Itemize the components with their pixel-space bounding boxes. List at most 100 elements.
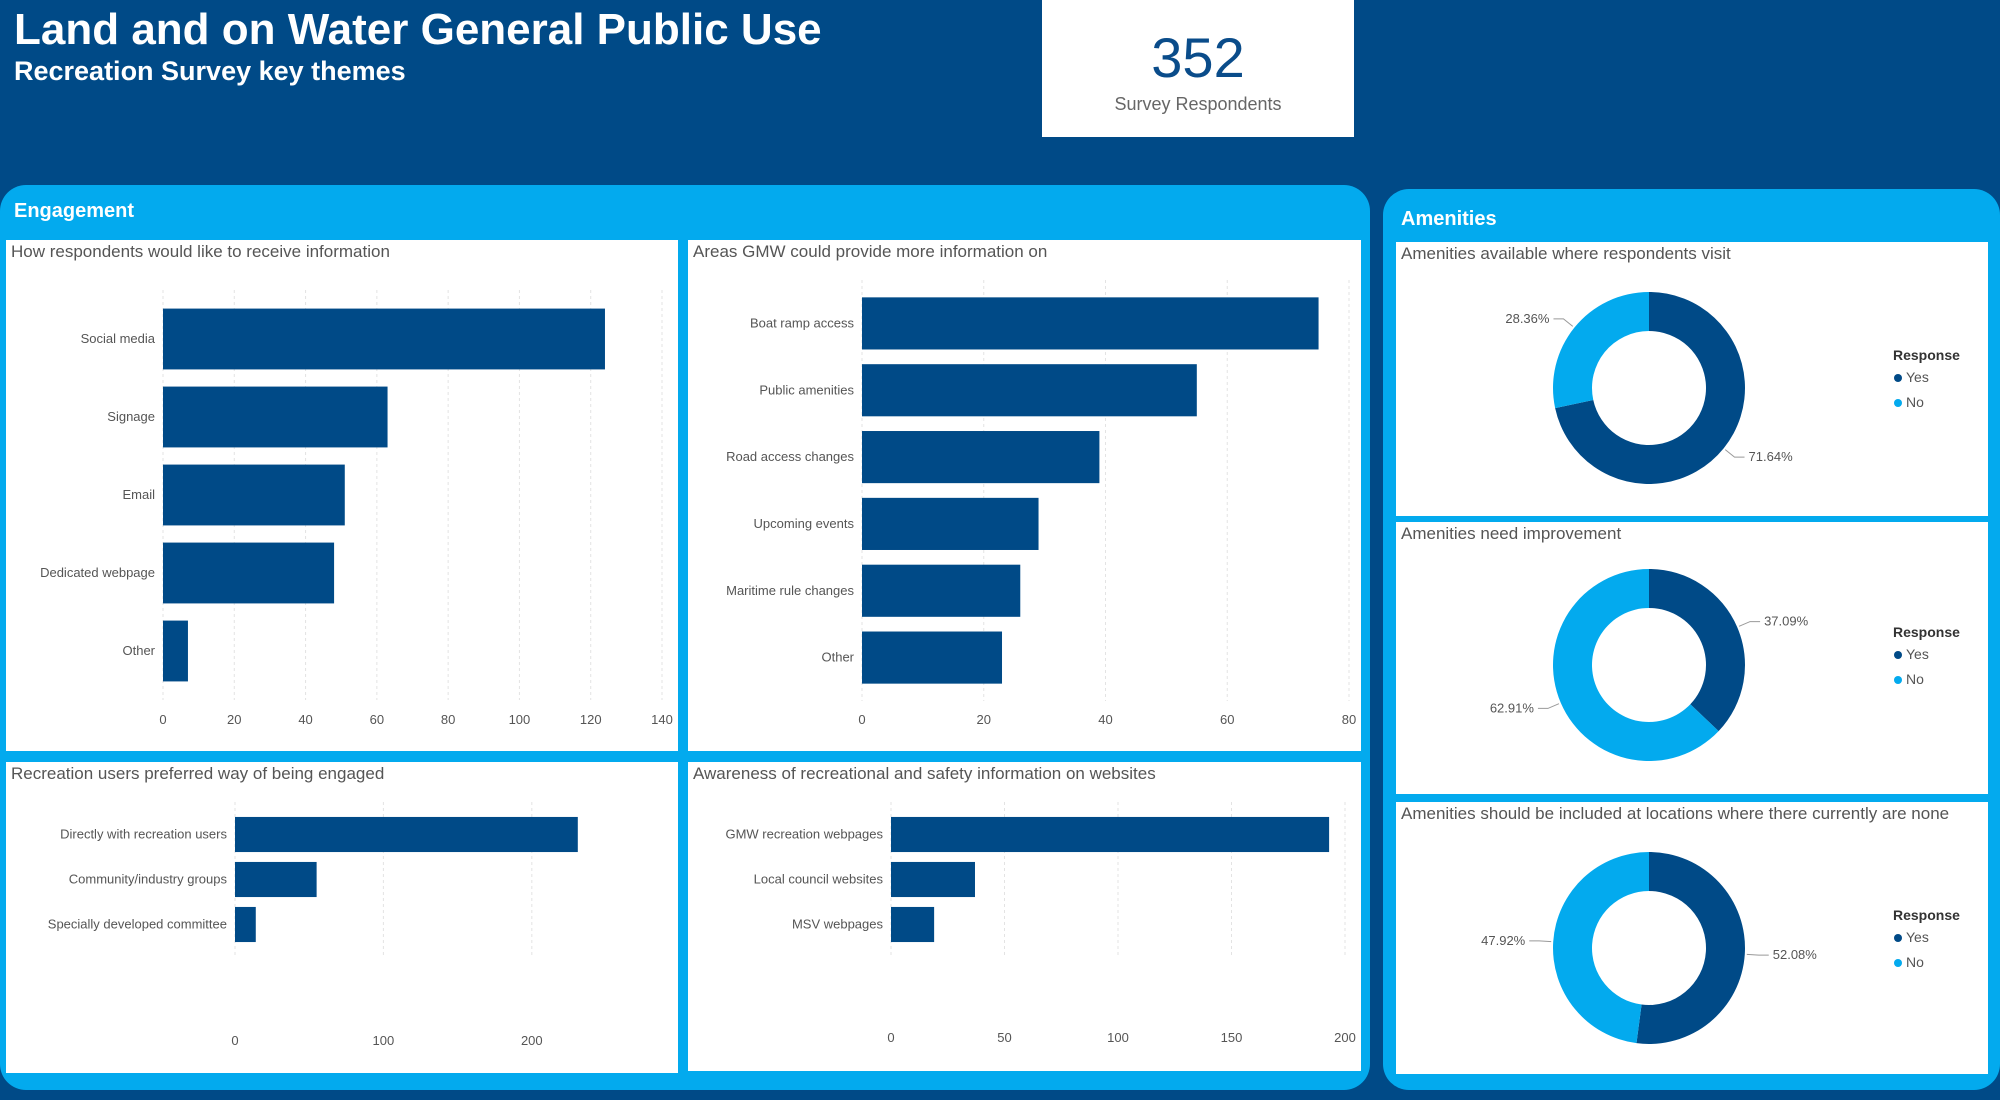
legend-label: No bbox=[1906, 671, 1924, 687]
x-tick-label: 80 bbox=[1342, 712, 1356, 727]
category-label: Other bbox=[821, 650, 854, 665]
donut-slice-no bbox=[1553, 569, 1719, 761]
x-tick-label: 150 bbox=[1221, 1030, 1243, 1045]
bar bbox=[235, 906, 256, 943]
legend-marker bbox=[1894, 934, 1902, 942]
bar bbox=[862, 497, 1039, 550]
x-tick-label: 0 bbox=[231, 1033, 238, 1048]
chart-panel-receive: How respondents would like to receive in… bbox=[6, 240, 678, 751]
bar bbox=[862, 297, 1319, 350]
category-label: Directly with recreation users bbox=[60, 827, 227, 842]
category-label: Email bbox=[122, 487, 155, 502]
data-label: 71.64% bbox=[1749, 449, 1794, 464]
x-tick-label: 200 bbox=[1334, 1030, 1356, 1045]
x-tick-label: 120 bbox=[580, 712, 602, 727]
data-label: 52.08% bbox=[1773, 947, 1818, 962]
chart-panel-areas: Areas GMW could provide more information… bbox=[688, 240, 1361, 751]
chart-title-include: Amenities should be included at location… bbox=[1401, 804, 1950, 823]
x-tick-label: 100 bbox=[509, 712, 531, 727]
legend-marker bbox=[1894, 651, 1902, 659]
data-label-leader bbox=[1553, 318, 1574, 327]
bar bbox=[862, 364, 1197, 417]
legend-marker bbox=[1894, 374, 1902, 382]
page-title: Land and on Water General Public Use bbox=[14, 5, 822, 54]
legend-title: Response bbox=[1893, 907, 1960, 923]
data-label: 62.91% bbox=[1490, 700, 1535, 715]
bar bbox=[163, 620, 188, 682]
legend-marker bbox=[1894, 676, 1902, 684]
bar bbox=[862, 631, 1003, 684]
category-label: MSV webpages bbox=[792, 917, 884, 932]
x-tick-label: 100 bbox=[373, 1033, 395, 1048]
chart-title-avail: Amenities available where respondents vi… bbox=[1401, 244, 1731, 263]
legend-title: Response bbox=[1893, 347, 1960, 363]
category-label: Local council websites bbox=[754, 872, 884, 887]
donut-slice-yes bbox=[1555, 292, 1745, 484]
category-label: Community/industry groups bbox=[69, 872, 228, 887]
data-label-leader bbox=[1738, 621, 1761, 627]
x-tick-label: 40 bbox=[298, 712, 312, 727]
kpi-value: 352 bbox=[1151, 26, 1245, 89]
x-tick-label: 40 bbox=[1098, 712, 1112, 727]
category-label: GMW recreation webpages bbox=[725, 827, 883, 842]
category-label: Signage bbox=[107, 409, 155, 424]
chart-title-awareness: Awareness of recreational and safety inf… bbox=[693, 764, 1156, 783]
x-tick-label: 20 bbox=[977, 712, 991, 727]
x-tick-label: 0 bbox=[887, 1030, 894, 1045]
chart-title-improve: Amenities need improvement bbox=[1401, 524, 1622, 543]
data-label: 47.92% bbox=[1481, 933, 1526, 948]
donut-slice-yes bbox=[1636, 852, 1745, 1044]
chart-panel-include: Amenities should be included at location… bbox=[1396, 802, 1988, 1074]
data-label: 28.36% bbox=[1505, 311, 1550, 326]
legend-marker bbox=[1894, 399, 1902, 407]
category-label: Public amenities bbox=[759, 382, 854, 397]
legend-label: No bbox=[1906, 954, 1924, 970]
category-label: Upcoming events bbox=[754, 516, 855, 531]
bar-chart-awareness: 0 50 100 150 200 GMW recreation webpages Local… bbox=[725, 802, 1356, 1045]
x-tick-label: 60 bbox=[370, 712, 384, 727]
x-tick-label: 140 bbox=[651, 712, 673, 727]
chart-title-engaged: Recreation users preferred way of being … bbox=[11, 764, 385, 783]
donut-slice-no bbox=[1552, 852, 1649, 1044]
x-tick-label: 80 bbox=[441, 712, 455, 727]
category-label: Maritime rule changes bbox=[726, 583, 854, 598]
data-label-leader bbox=[1746, 953, 1769, 956]
data-label-leader bbox=[1724, 449, 1745, 458]
data-label: 37.09% bbox=[1764, 614, 1809, 629]
chart-title-receive: How respondents would like to receive in… bbox=[11, 242, 390, 261]
donut-slice-no bbox=[1553, 292, 1649, 409]
legend-label: No bbox=[1906, 394, 1924, 410]
bar bbox=[235, 861, 317, 898]
legend-label: Yes bbox=[1906, 369, 1929, 385]
category-label: Social media bbox=[81, 331, 156, 346]
chart-panel-avail: Amenities available where respondents vi… bbox=[1396, 242, 1988, 516]
legend-label: Yes bbox=[1906, 646, 1929, 662]
x-tick-label: 200 bbox=[521, 1033, 543, 1048]
data-label-leader bbox=[1529, 940, 1552, 943]
legend-title: Response bbox=[1893, 624, 1960, 640]
bar-chart-engaged: 0 100 200 Directly with recreation users Com… bbox=[48, 802, 578, 1048]
chart-title-areas: Areas GMW could provide more information… bbox=[693, 242, 1048, 261]
bar bbox=[862, 431, 1100, 484]
bar bbox=[862, 564, 1021, 617]
category-label: Boat ramp access bbox=[750, 315, 855, 330]
donut-chart-avail: 71.64% 28.36% Response Yes No bbox=[1505, 292, 1960, 484]
bar-chart-receive: 0 20 40 60 80 100 120 140 Social media Signage Ema… bbox=[40, 290, 673, 727]
x-tick-label: 60 bbox=[1220, 712, 1234, 727]
x-tick-label: 20 bbox=[227, 712, 241, 727]
legend-label: Yes bbox=[1906, 929, 1929, 945]
engagement-group-title: Engagement bbox=[14, 200, 135, 222]
x-tick-label: 100 bbox=[1107, 1030, 1129, 1045]
category-label: Dedicated webpage bbox=[40, 565, 155, 580]
x-tick-label: 50 bbox=[997, 1030, 1011, 1045]
bar bbox=[891, 906, 935, 943]
kpi-label: Survey Respondents bbox=[1114, 94, 1282, 114]
bar bbox=[163, 542, 335, 604]
amenities-group-title: Amenities bbox=[1401, 208, 1497, 230]
category-label: Other bbox=[122, 643, 155, 658]
donut-slice-yes bbox=[1649, 569, 1745, 732]
chart-panel-improve: Amenities need improvement 37.09% 62.91% R… bbox=[1396, 522, 1988, 794]
x-tick-label: 0 bbox=[159, 712, 166, 727]
bar bbox=[163, 464, 345, 526]
bar bbox=[891, 861, 975, 898]
